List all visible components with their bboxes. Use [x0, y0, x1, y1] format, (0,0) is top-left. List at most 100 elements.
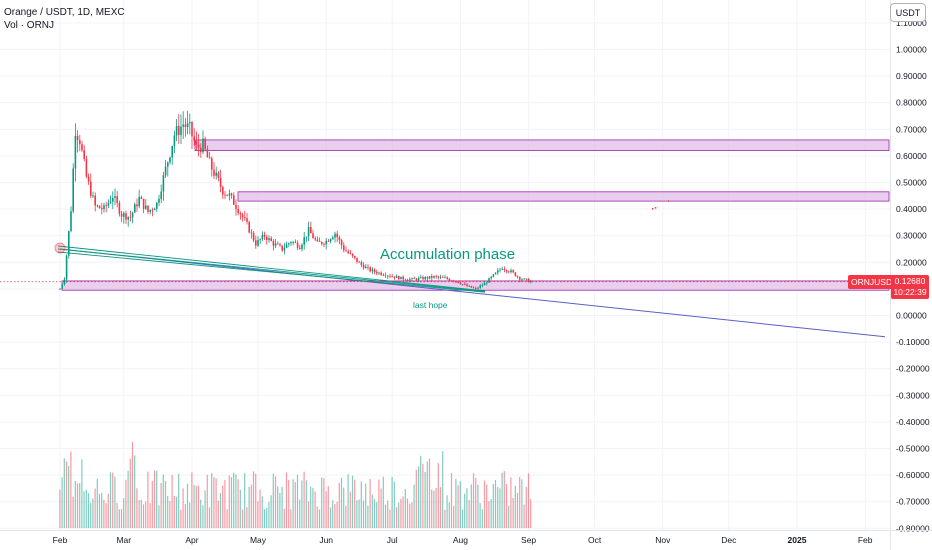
- volume-bar: [510, 477, 512, 528]
- volume-bar: [178, 473, 180, 528]
- candle-body: [321, 241, 323, 244]
- volume-bar: [402, 496, 404, 528]
- candle-body: [380, 272, 382, 275]
- volume-bar: [281, 486, 283, 528]
- candle-body: [360, 262, 363, 265]
- candle-body: [417, 278, 420, 281]
- candle-body: [514, 272, 517, 277]
- candle-body: [233, 195, 235, 205]
- candle-body: [68, 231, 70, 256]
- currency-selector[interactable]: USDT: [890, 3, 926, 22]
- candle-body: [323, 243, 325, 245]
- candle-body: [435, 276, 437, 277]
- volume-bar: [424, 471, 426, 528]
- time-axis[interactable]: Feb Mar Apr May Jun Jul Aug Sep Oct Nov Dec 2025 Feb: [0, 530, 932, 546]
- candle-body: [371, 269, 374, 272]
- candle-body: [314, 238, 316, 240]
- candle-body: [239, 213, 242, 215]
- candle-body: [347, 251, 349, 254]
- wedge-anchor-point[interactable]: [54, 242, 66, 254]
- candle-body: [470, 285, 473, 288]
- candle-body: [186, 123, 189, 128]
- last-price-tag: 0.12680 10:22:39: [891, 275, 929, 299]
- candle-body: [222, 186, 224, 195]
- volume-bar: [486, 484, 488, 528]
- candle-body: [140, 196, 143, 199]
- trendlines[interactable]: [54, 200, 886, 338]
- volume-bar: [508, 505, 510, 528]
- candle-body: [290, 242, 292, 244]
- support-resistance-zones[interactable]: [61, 139, 890, 291]
- candle-body: [83, 150, 85, 159]
- candle-body: [228, 193, 231, 196]
- volume-bar: [288, 479, 290, 528]
- volume-bar: [118, 509, 120, 528]
- volume-bar: [272, 473, 274, 528]
- volume-bar: [525, 486, 527, 528]
- volume-bar: [417, 466, 420, 528]
- candle-body: [70, 211, 72, 232]
- candle-body: [136, 204, 138, 207]
- candle-body: [338, 237, 341, 240]
- volume-bar: [439, 487, 442, 528]
- volume-bar: [479, 503, 481, 528]
- annotation-last-hope[interactable]: last hope: [413, 300, 448, 310]
- volume-bar: [140, 499, 142, 528]
- volume-bar: [266, 508, 268, 528]
- candle-body: [512, 270, 514, 273]
- volume-bar: [173, 495, 175, 528]
- volume-bar: [145, 501, 147, 528]
- candle-body: [259, 239, 261, 240]
- candle-body: [466, 284, 468, 287]
- volume-bar: [521, 479, 523, 528]
- small-projection-mark: [651, 206, 659, 210]
- candle-body: [235, 204, 237, 210]
- candle-body: [376, 271, 378, 274]
- candle-body: [391, 276, 393, 278]
- candle-body: [479, 285, 481, 288]
- candle-body: [125, 213, 127, 220]
- annotation-accumulation-phase[interactable]: Accumulation phase: [380, 246, 515, 263]
- volume-bar: [391, 476, 393, 528]
- volume-bar: [514, 485, 516, 528]
- x-tick-label: Oct: [588, 535, 602, 545]
- candle-body: [420, 277, 422, 279]
- volume-bar: [189, 502, 191, 528]
- volume-bar: [428, 458, 431, 528]
- volume-bar: [290, 509, 292, 528]
- candle-body: [149, 209, 151, 212]
- volume-bar: [85, 489, 87, 528]
- volume-bar: [195, 485, 197, 528]
- candle-body: [105, 205, 107, 207]
- zone-box[interactable]: [194, 139, 890, 151]
- candle-body: [215, 172, 217, 176]
- volume-bar: [338, 482, 340, 528]
- volume-bar: [340, 477, 343, 528]
- volume-bar: [158, 505, 160, 528]
- volume-bar: [345, 505, 347, 528]
- candle-body: [402, 276, 404, 280]
- volume-bar: [136, 488, 138, 528]
- x-tick-label: Jun: [319, 535, 333, 545]
- y-tick-label: 0.40000: [896, 204, 927, 214]
- volume-bar: [343, 487, 345, 528]
- y-tick-label: -0.80000: [896, 523, 930, 533]
- candle-body: [387, 275, 389, 277]
- zone-box[interactable]: [237, 191, 890, 202]
- candle-body: [356, 257, 358, 262]
- volume-indicator-label[interactable]: Vol · ORNJ: [4, 20, 55, 31]
- volume-bar: [263, 509, 266, 528]
- candle-body: [523, 278, 525, 280]
- volume-bar: [191, 472, 193, 528]
- wedge-line: [57, 251, 486, 293]
- volume-bar: [63, 458, 65, 528]
- volume-bar: [259, 489, 261, 528]
- volume-bar: [202, 505, 204, 528]
- volume-bar: [415, 469, 417, 528]
- candle-body: [472, 287, 475, 289]
- volume-bar: [138, 500, 140, 528]
- y-tick-label: 0.60000: [896, 151, 927, 161]
- x-tick-label: Mar: [116, 535, 131, 545]
- candle-body: [98, 205, 101, 209]
